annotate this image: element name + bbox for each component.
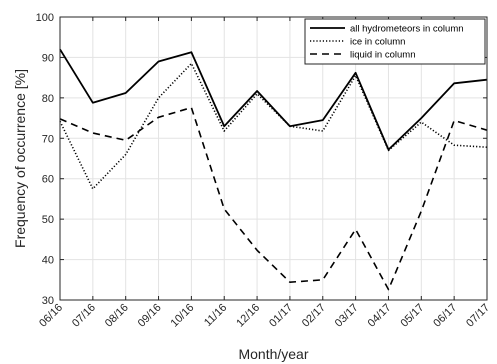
y-tick-labels: 30 40 50 60 70 80 90 100 xyxy=(36,12,54,307)
legend-box xyxy=(304,18,486,65)
y-tick-label: 100 xyxy=(36,12,54,24)
series-line-1 xyxy=(59,48,488,151)
y-tick-label: 30 xyxy=(42,295,54,307)
legend-label-2: ice in column xyxy=(350,37,405,48)
series-line-2 xyxy=(59,62,488,190)
y-tick-label: 90 xyxy=(42,52,54,64)
legend-label-1: all hydrometeors in column xyxy=(350,24,464,35)
y-tick-label: 70 xyxy=(42,133,54,145)
y-axis-label: Frequency of occurrence [%] xyxy=(12,69,28,248)
x-axis-label: Month/year xyxy=(238,346,308,362)
y-tick-label: 50 xyxy=(42,214,54,226)
legend-label-3: liquid in column xyxy=(350,50,415,61)
y-tick-label: 80 xyxy=(42,93,54,105)
legend: all hydrometeors in column ice in column l… xyxy=(304,18,486,65)
series-line-3 xyxy=(59,106,488,291)
y-tick-label: 60 xyxy=(42,174,54,186)
series-lines xyxy=(59,48,488,291)
y-tick-label: 40 xyxy=(42,255,54,267)
plot-frame xyxy=(59,16,488,301)
